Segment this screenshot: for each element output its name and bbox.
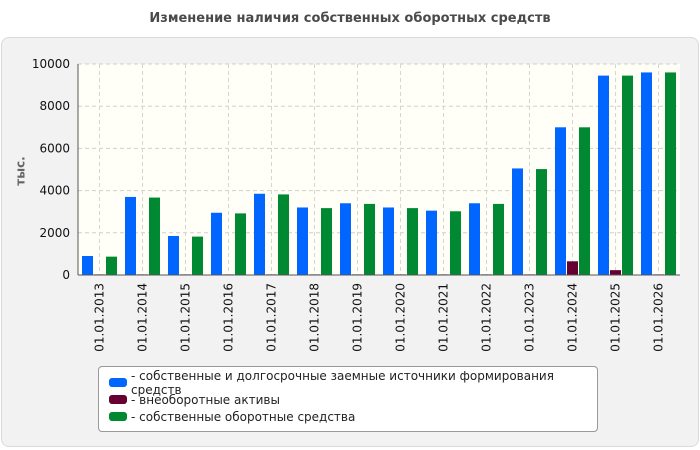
legend-entry: - собственные и долгосрочные заемные ист… (109, 369, 597, 397)
bar (106, 256, 117, 275)
bar (340, 203, 351, 275)
x-tick-label: 01.01.2017 (265, 283, 279, 352)
x-tick-label: 01.01.2014 (136, 283, 150, 352)
x-tick-label: 01.01.2019 (351, 283, 365, 352)
legend: - собственные и долгосрочные заемные ист… (98, 366, 598, 432)
bar (579, 127, 590, 275)
bar (469, 203, 480, 275)
bar (555, 127, 566, 275)
bar (567, 261, 578, 275)
x-tick-label: 01.01.2022 (480, 283, 494, 352)
bar (192, 236, 203, 275)
x-tick-label: 01.01.2025 (609, 283, 623, 352)
y-tick-label: 0 (62, 268, 70, 282)
bar (610, 270, 621, 275)
bar (641, 72, 652, 275)
bar (297, 207, 308, 275)
x-tick-label: 01.01.2015 (179, 283, 193, 352)
bar (426, 210, 437, 275)
legend-entry: - собственные оборотные средства (109, 408, 597, 425)
bar (211, 212, 222, 275)
x-tick-label: 01.01.2024 (566, 283, 580, 352)
y-tick-label: 8000 (39, 99, 70, 113)
bar (665, 72, 676, 275)
x-tick-label: 01.01.2013 (93, 283, 107, 352)
bar (364, 203, 375, 275)
x-tick-label: 01.01.2023 (523, 283, 537, 352)
x-tick-label: 01.01.2018 (308, 283, 322, 352)
legend-swatch (109, 378, 127, 387)
y-tick-label: 10000 (32, 57, 70, 71)
bar (254, 193, 265, 275)
x-tick-label: 01.01.2021 (437, 283, 451, 352)
bar (407, 208, 418, 275)
bar (82, 256, 93, 275)
bar (278, 194, 289, 275)
bar (235, 213, 246, 275)
bar (125, 196, 136, 275)
y-tick-label: 6000 (39, 141, 70, 155)
bar (168, 235, 179, 275)
chart-title: Изменение наличия собственных оборотных … (149, 11, 551, 26)
legend-swatch (109, 412, 127, 421)
bar (493, 203, 504, 275)
bar (149, 197, 160, 275)
x-tick-label: 01.01.2020 (394, 283, 408, 352)
bar (383, 207, 394, 275)
bar (450, 211, 461, 275)
bar (622, 75, 633, 275)
y-tick-label: 4000 (39, 184, 70, 198)
legend-label: - собственные и долгосрочные заемные ист… (131, 368, 554, 397)
bar (512, 168, 523, 275)
legend-label: - внеоборотные активы (131, 392, 280, 407)
x-tick-label: 01.01.2016 (222, 283, 236, 352)
bar (321, 208, 332, 275)
legend-label: - собственные оборотные средства (131, 409, 356, 424)
legend-swatch (109, 395, 127, 404)
x-tick-label: 01.01.2026 (652, 283, 666, 352)
bar (598, 75, 609, 275)
legend-entry: - внеоборотные активы (109, 391, 597, 408)
bar (536, 169, 547, 275)
y-tick-label: 2000 (39, 226, 70, 240)
